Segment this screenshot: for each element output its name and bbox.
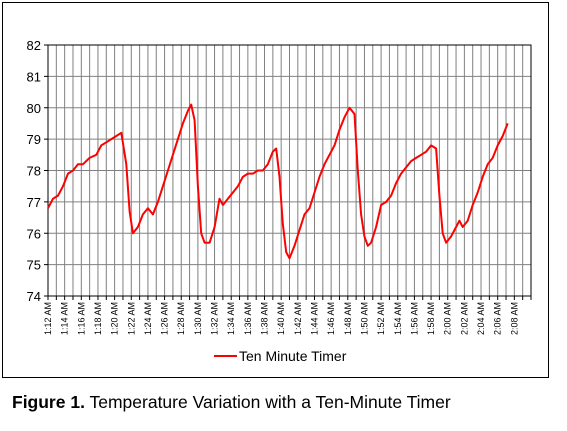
figure-label: Figure 1.: [12, 392, 85, 412]
x-tick-label: 1:18 AM: [93, 302, 103, 335]
x-tick-label: 1:42 AM: [293, 302, 303, 335]
x-tick-label: 1:54 AM: [393, 302, 403, 335]
y-tick-label: 74: [27, 289, 41, 304]
x-tick-label: 1:40 AM: [276, 302, 286, 335]
x-tick-label: 1:44 AM: [309, 302, 319, 335]
x-tick-label: 1:16 AM: [76, 302, 86, 335]
x-tick-label: 1:12 AM: [43, 302, 53, 335]
x-tick-label: 1:56 AM: [409, 302, 419, 335]
x-tick-label: 1:26 AM: [160, 302, 170, 335]
y-tick-label: 79: [27, 132, 41, 147]
x-tick-label: 1:34 AM: [226, 302, 236, 335]
series-line: [47, 103, 509, 260]
plot-border: [47, 44, 532, 297]
x-tick-label: 1:30 AM: [193, 302, 203, 335]
x-tick-label: 2:02 AM: [459, 302, 469, 335]
x-tick-label: 1:52 AM: [376, 302, 386, 335]
x-tick-label: 1:50 AM: [359, 302, 369, 335]
x-tick-label: 1:28 AM: [176, 302, 186, 335]
chart-frame: 74 75 76 77 78 79 80 81 82 1:12 AM 1:14 AM 1:16 AM 1…: [2, 2, 549, 378]
x-tick-label: 2:06 AM: [493, 302, 503, 335]
x-tick-label: 1:20 AM: [110, 302, 120, 335]
y-tick-label: 76: [27, 226, 41, 241]
x-tick-label: 2:08 AM: [509, 302, 519, 335]
legend-label: Ten Minute Timer: [239, 348, 347, 364]
y-tick-label: 80: [27, 101, 41, 116]
x-tick-label: 2:00 AM: [443, 302, 453, 335]
y-tick-label: 78: [27, 164, 41, 179]
x-tick-label: 1:24 AM: [143, 302, 153, 335]
x-tick-label: 1:36 AM: [243, 302, 253, 335]
figure-caption: Figure 1. Temperature Variation with a T…: [12, 392, 451, 413]
y-tick-label: 81: [27, 69, 41, 84]
x-tick-label: 2:04 AM: [476, 302, 486, 335]
x-tick-label: 1:48 AM: [343, 302, 353, 335]
y-tick-label: 75: [27, 258, 41, 273]
y-tick-label: 77: [27, 195, 41, 210]
x-tick-label: 1:22 AM: [126, 302, 136, 335]
x-tick-label: 1:46 AM: [326, 302, 336, 335]
x-tick-label: 1:32 AM: [210, 302, 220, 335]
x-tick-label: 1:38 AM: [260, 302, 270, 335]
x-tick-label: 1:58 AM: [426, 302, 436, 335]
x-tick-label: 1:14 AM: [60, 302, 70, 335]
figure-caption-text: Temperature Variation with a Ten-Minute …: [89, 392, 451, 412]
y-tick-label: 82: [27, 38, 41, 53]
line-chart: 74 75 76 77 78 79 80 81 82 1:12 AM 1:14 AM 1:16 AM 1…: [27, 38, 532, 364]
